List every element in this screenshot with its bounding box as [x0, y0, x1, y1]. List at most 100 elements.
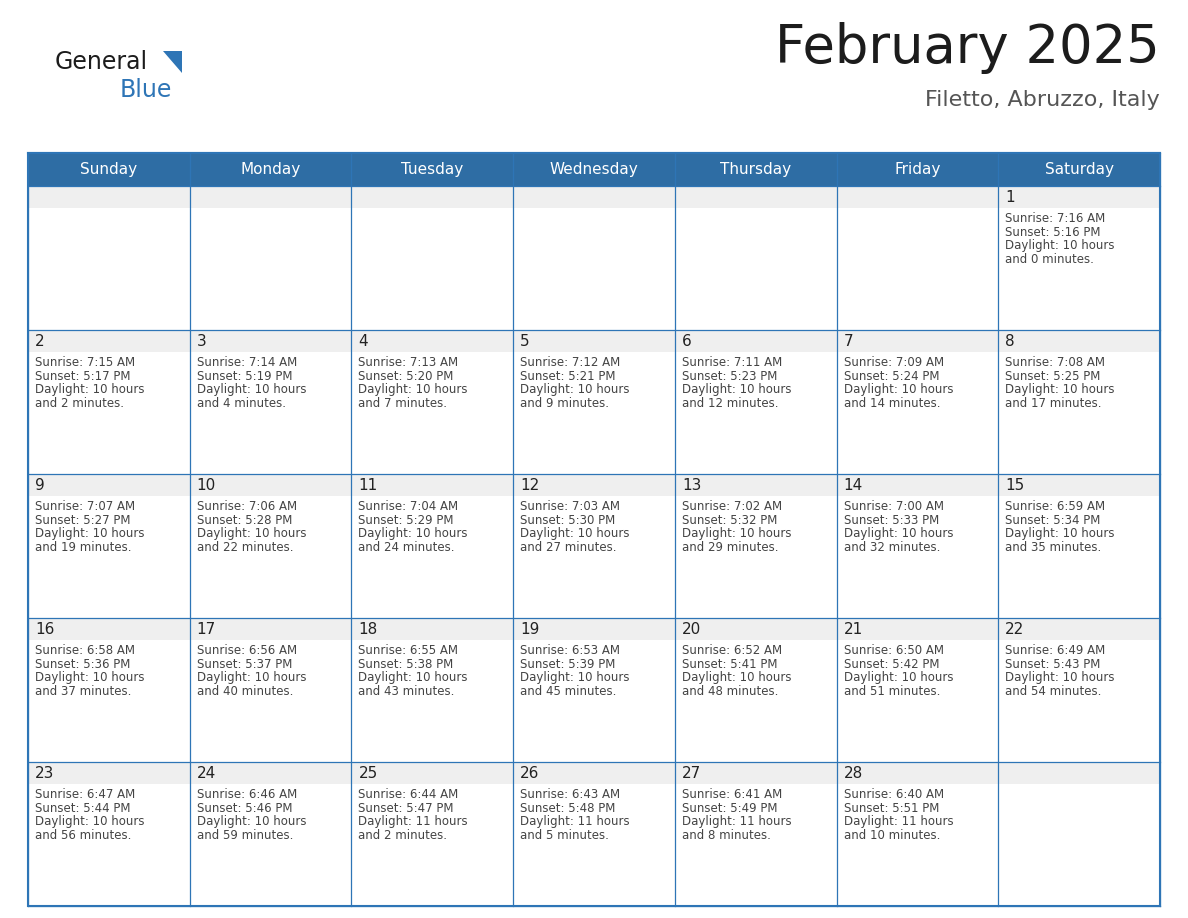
Text: Sunrise: 7:14 AM: Sunrise: 7:14 AM [197, 356, 297, 369]
Text: Sunset: 5:47 PM: Sunset: 5:47 PM [359, 801, 454, 815]
Text: Daylight: 10 hours: Daylight: 10 hours [1005, 527, 1114, 541]
Text: Sunrise: 6:50 AM: Sunrise: 6:50 AM [843, 644, 943, 657]
Polygon shape [352, 618, 513, 762]
Polygon shape [513, 330, 675, 353]
Polygon shape [836, 474, 998, 618]
Text: 13: 13 [682, 478, 701, 493]
Text: Sunset: 5:28 PM: Sunset: 5:28 PM [197, 514, 292, 527]
Text: Sunrise: 7:11 AM: Sunrise: 7:11 AM [682, 356, 782, 369]
Polygon shape [29, 474, 190, 618]
Text: 16: 16 [34, 622, 55, 637]
Text: Monday: Monday [240, 162, 301, 177]
Polygon shape [352, 330, 513, 353]
Text: Tuesday: Tuesday [402, 162, 463, 177]
Text: Sunset: 5:32 PM: Sunset: 5:32 PM [682, 514, 777, 527]
Polygon shape [513, 474, 675, 497]
Text: Sunset: 5:29 PM: Sunset: 5:29 PM [359, 514, 454, 527]
Text: Saturday: Saturday [1044, 162, 1113, 177]
Polygon shape [352, 762, 513, 906]
Text: Sunrise: 7:06 AM: Sunrise: 7:06 AM [197, 500, 297, 513]
Polygon shape [998, 762, 1159, 906]
Text: Sunrise: 7:15 AM: Sunrise: 7:15 AM [34, 356, 135, 369]
Text: Sunset: 5:34 PM: Sunset: 5:34 PM [1005, 514, 1100, 527]
Text: and 0 minutes.: and 0 minutes. [1005, 252, 1094, 266]
Text: 15: 15 [1005, 478, 1024, 493]
Polygon shape [29, 762, 190, 784]
Text: Daylight: 10 hours: Daylight: 10 hours [1005, 671, 1114, 684]
Text: 2: 2 [34, 334, 45, 349]
Text: 1: 1 [1005, 190, 1015, 205]
Text: and 14 minutes.: and 14 minutes. [843, 397, 940, 409]
Text: Sunrise: 6:47 AM: Sunrise: 6:47 AM [34, 789, 135, 801]
Polygon shape [998, 474, 1159, 618]
Text: Sunset: 5:43 PM: Sunset: 5:43 PM [1005, 658, 1100, 671]
Text: and 19 minutes.: and 19 minutes. [34, 541, 132, 554]
Polygon shape [513, 186, 675, 330]
Polygon shape [998, 474, 1159, 497]
Polygon shape [352, 186, 513, 208]
Text: 19: 19 [520, 622, 539, 637]
Polygon shape [190, 762, 352, 906]
Text: and 2 minutes.: and 2 minutes. [359, 829, 448, 842]
Text: and 45 minutes.: and 45 minutes. [520, 685, 617, 698]
Text: Daylight: 10 hours: Daylight: 10 hours [359, 671, 468, 684]
Text: Sunset: 5:46 PM: Sunset: 5:46 PM [197, 801, 292, 815]
Polygon shape [190, 474, 352, 497]
Text: 25: 25 [359, 766, 378, 781]
Text: Daylight: 11 hours: Daylight: 11 hours [682, 815, 791, 828]
Text: Sunset: 5:44 PM: Sunset: 5:44 PM [34, 801, 131, 815]
Polygon shape [29, 330, 190, 474]
Polygon shape [29, 618, 190, 762]
Text: Daylight: 10 hours: Daylight: 10 hours [682, 671, 791, 684]
Text: Sunrise: 6:55 AM: Sunrise: 6:55 AM [359, 644, 459, 657]
Text: Daylight: 11 hours: Daylight: 11 hours [843, 815, 953, 828]
Text: Sunrise: 6:52 AM: Sunrise: 6:52 AM [682, 644, 782, 657]
Polygon shape [190, 618, 352, 641]
Polygon shape [190, 762, 352, 784]
Text: Sunset: 5:21 PM: Sunset: 5:21 PM [520, 370, 615, 383]
Text: 20: 20 [682, 622, 701, 637]
Text: 4: 4 [359, 334, 368, 349]
Polygon shape [836, 186, 998, 330]
Polygon shape [513, 474, 675, 618]
Text: Sunset: 5:39 PM: Sunset: 5:39 PM [520, 658, 615, 671]
Text: and 29 minutes.: and 29 minutes. [682, 541, 778, 554]
Text: 23: 23 [34, 766, 55, 781]
Text: Sunset: 5:49 PM: Sunset: 5:49 PM [682, 801, 777, 815]
Text: Daylight: 10 hours: Daylight: 10 hours [682, 384, 791, 397]
Text: Filetto, Abruzzo, Italy: Filetto, Abruzzo, Italy [925, 90, 1159, 110]
Text: and 9 minutes.: and 9 minutes. [520, 397, 609, 409]
Text: 10: 10 [197, 478, 216, 493]
Polygon shape [513, 618, 675, 641]
Text: Daylight: 10 hours: Daylight: 10 hours [520, 671, 630, 684]
Text: Sunset: 5:16 PM: Sunset: 5:16 PM [1005, 226, 1101, 239]
Text: Friday: Friday [895, 162, 941, 177]
Text: 8: 8 [1005, 334, 1015, 349]
Text: Daylight: 10 hours: Daylight: 10 hours [1005, 384, 1114, 397]
Polygon shape [29, 474, 190, 497]
Text: Daylight: 10 hours: Daylight: 10 hours [34, 671, 145, 684]
Text: Sunrise: 7:16 AM: Sunrise: 7:16 AM [1005, 212, 1106, 225]
Polygon shape [836, 762, 998, 784]
Polygon shape [163, 51, 182, 73]
Polygon shape [675, 618, 836, 641]
Text: and 48 minutes.: and 48 minutes. [682, 685, 778, 698]
Text: Daylight: 10 hours: Daylight: 10 hours [197, 671, 307, 684]
Text: Sunrise: 7:07 AM: Sunrise: 7:07 AM [34, 500, 135, 513]
Text: Sunset: 5:36 PM: Sunset: 5:36 PM [34, 658, 131, 671]
Text: Thursday: Thursday [720, 162, 791, 177]
Text: and 54 minutes.: and 54 minutes. [1005, 685, 1101, 698]
Text: and 10 minutes.: and 10 minutes. [843, 829, 940, 842]
Text: Sunrise: 7:08 AM: Sunrise: 7:08 AM [1005, 356, 1105, 369]
Text: 18: 18 [359, 622, 378, 637]
Polygon shape [998, 330, 1159, 353]
Text: 21: 21 [843, 622, 862, 637]
Text: Daylight: 10 hours: Daylight: 10 hours [197, 815, 307, 828]
Text: and 51 minutes.: and 51 minutes. [843, 685, 940, 698]
Text: and 22 minutes.: and 22 minutes. [197, 541, 293, 554]
Text: General: General [55, 50, 148, 74]
Text: Sunrise: 6:49 AM: Sunrise: 6:49 AM [1005, 644, 1106, 657]
Text: Sunrise: 7:09 AM: Sunrise: 7:09 AM [843, 356, 943, 369]
Text: Sunset: 5:48 PM: Sunset: 5:48 PM [520, 801, 615, 815]
Text: 14: 14 [843, 478, 862, 493]
